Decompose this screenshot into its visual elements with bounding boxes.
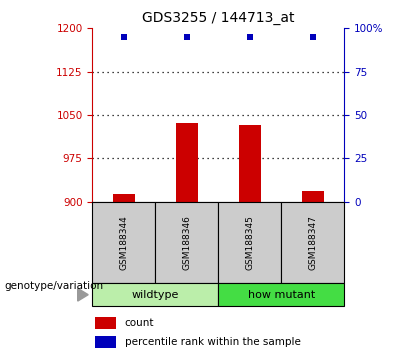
Text: genotype/variation: genotype/variation	[4, 281, 103, 291]
Bar	[281, 202, 344, 283]
Text: GSM188346: GSM188346	[182, 215, 192, 270]
Bar	[92, 202, 155, 283]
Text: wildtype: wildtype	[132, 290, 179, 300]
Text: percentile rank within the sample: percentile rank within the sample	[125, 337, 301, 347]
Bar	[239, 125, 261, 202]
Bar	[218, 283, 344, 306]
Bar	[302, 192, 324, 202]
Bar	[113, 194, 135, 202]
Text: GSM188347: GSM188347	[308, 215, 318, 270]
Text: count: count	[125, 318, 154, 328]
Text: how mutant: how mutant	[248, 290, 315, 300]
Bar	[92, 283, 218, 306]
Bar	[95, 317, 116, 329]
Text: GSM188344: GSM188344	[119, 215, 129, 270]
Text: GSM188345: GSM188345	[245, 215, 255, 270]
Bar	[155, 202, 218, 283]
Polygon shape	[78, 288, 88, 301]
Bar	[218, 202, 281, 283]
Bar	[95, 336, 116, 348]
Bar	[176, 122, 198, 202]
Title: GDS3255 / 144713_at: GDS3255 / 144713_at	[142, 11, 295, 24]
